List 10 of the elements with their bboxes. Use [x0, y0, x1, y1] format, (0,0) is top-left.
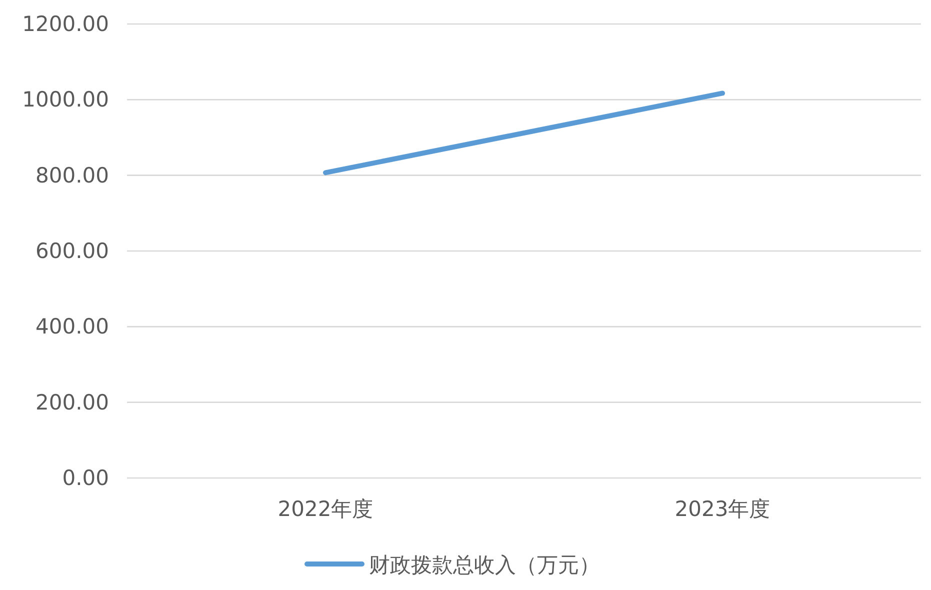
- y-tick-label: 1200.00: [22, 12, 109, 36]
- y-tick-label: 600.00: [36, 239, 109, 263]
- y-tick-label: 800.00: [36, 163, 109, 188]
- y-tick-label: 200.00: [36, 390, 109, 414]
- y-tick-label: 0.00: [62, 466, 109, 490]
- y-tick-label: 400.00: [36, 314, 109, 339]
- legend-label: 财政拨款总收入（万元）: [369, 553, 600, 577]
- x-tick-label: 2022年度: [278, 497, 374, 521]
- x-tick-label: 2023年度: [674, 497, 770, 521]
- y-tick-label: 1000.00: [22, 88, 109, 112]
